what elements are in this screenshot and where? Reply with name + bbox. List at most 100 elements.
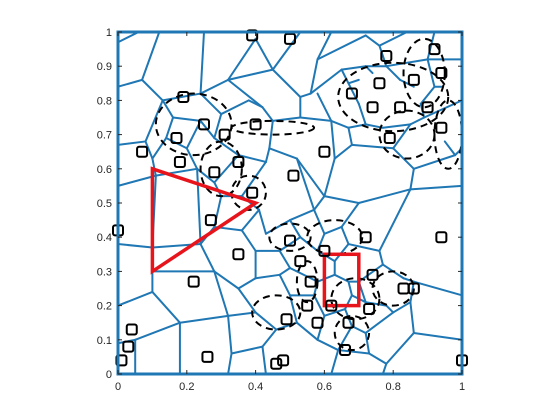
- voronoi-edge-171: [151, 290, 181, 324]
- red-triangle: [150, 166, 260, 275]
- square-point-33: [366, 268, 379, 281]
- voronoi-edge-164: [237, 287, 257, 314]
- voronoi-edge-156: [316, 338, 340, 352]
- square-point-16: [249, 118, 262, 131]
- dashed-curve-8: [268, 222, 312, 252]
- voronoi-edge-132: [323, 308, 347, 317]
- voronoi-edge-58: [330, 119, 336, 160]
- square-point-17: [318, 145, 331, 158]
- y-tick-label-10: 1: [106, 27, 112, 39]
- square-point-19: [435, 121, 448, 134]
- voronoi-edge-34: [419, 85, 436, 105]
- dashed-curve-2: [378, 109, 436, 160]
- x-tick-label-1: 0.2: [179, 381, 194, 393]
- voronoi-edge-94: [264, 219, 291, 235]
- dashed-curve-13: [333, 314, 371, 352]
- x-tick-label-2: 0.4: [248, 381, 263, 393]
- voronoi-edge-99: [313, 208, 326, 235]
- square-point-22: [208, 166, 221, 179]
- square-point-7: [345, 87, 358, 100]
- voronoi-edge-107: [378, 249, 384, 266]
- axes-box: [116, 30, 464, 376]
- voronoi-edge-36: [423, 99, 463, 119]
- voronoi-edge-54: [357, 188, 412, 204]
- square-point-42: [125, 323, 138, 336]
- voronoi-edge-114: [364, 301, 388, 307]
- y-tick-label-2: 0.2: [97, 301, 112, 313]
- square-point-14: [198, 118, 210, 131]
- voronoi-edge-149: [278, 236, 302, 252]
- voronoi-edge-41: [347, 82, 360, 105]
- voronoi-edge-124: [385, 331, 415, 365]
- square-point-46: [270, 357, 283, 370]
- y-tick-label-4: 0.4: [97, 232, 112, 244]
- dashed-curve-6: [199, 140, 243, 198]
- red-rectangle: [322, 252, 361, 308]
- square-point-35: [304, 275, 317, 288]
- voronoi-edge-80: [151, 137, 168, 160]
- square-point-3: [428, 43, 441, 56]
- voronoi-edge-100: [323, 225, 343, 235]
- voronoi-edge-24: [309, 68, 343, 95]
- dashed-curve-12: [251, 294, 302, 331]
- voronoi-edge-67: [295, 157, 326, 198]
- voronoi-edge-44: [316, 92, 333, 122]
- voronoi-edge-163: [254, 311, 278, 331]
- voronoi-edge-101: [340, 202, 360, 228]
- voronoi-edge-68: [295, 157, 316, 211]
- voronoi-edge-53: [409, 184, 463, 191]
- square-point-13: [170, 132, 183, 145]
- square-point-21: [232, 155, 245, 168]
- voronoi-edge-81: [144, 140, 154, 160]
- square-point-43: [115, 354, 128, 367]
- voronoi-edge-25: [340, 65, 367, 71]
- square-point-36: [397, 282, 410, 295]
- voronoi-edge-110: [412, 280, 463, 297]
- voronoi-edge-47: [392, 123, 412, 150]
- square-point-1: [284, 32, 296, 45]
- x-tick-label-0: 0: [115, 381, 121, 393]
- y-tick-label-1: 0.1: [97, 335, 112, 347]
- square-point-49: [342, 316, 355, 329]
- voronoi-edge-19: [378, 31, 408, 47]
- voronoi-edge-151: [278, 266, 291, 276]
- voronoi-edge-45: [347, 126, 353, 146]
- voronoi-edge-86: [185, 147, 199, 170]
- voronoi-edge-15: [309, 58, 319, 95]
- square-point-8: [394, 101, 407, 114]
- voronoi-edge-70: [264, 147, 271, 163]
- y-tick-label-7: 0.7: [97, 130, 112, 142]
- voronoi-edge-83: [117, 174, 157, 187]
- voronoi-edge-169: [227, 352, 233, 375]
- y-tick-label-6: 0.6: [97, 164, 112, 176]
- x-tick-label-3: 0.6: [317, 381, 332, 393]
- y-tick-label-9: 0.9: [97, 61, 112, 73]
- voronoi-edge-116: [347, 280, 353, 297]
- voronoi-edge-63: [247, 99, 264, 109]
- square-point-20: [173, 155, 186, 168]
- voronoi-edge-152: [289, 266, 319, 283]
- square-point-9: [421, 101, 434, 114]
- voronoi-edge-91: [240, 160, 267, 198]
- square-point-15: [218, 128, 231, 141]
- voronoi-edge-51: [443, 140, 457, 157]
- square-point-39: [325, 299, 338, 312]
- voronoi-edge-82: [151, 157, 157, 177]
- voronoi-edge-59: [299, 116, 333, 122]
- voronoi-edge-57: [333, 143, 353, 160]
- square-point-31: [318, 244, 331, 257]
- square-point-34: [187, 275, 200, 288]
- highlight-shapes: [150, 166, 361, 308]
- voronoi-edge-27: [340, 68, 350, 85]
- voronoi-edge-17: [316, 34, 367, 61]
- square-point-40: [280, 313, 293, 326]
- voronoi-edge-139: [237, 277, 257, 290]
- square-point-5: [407, 73, 420, 86]
- voronoi-edge-11: [227, 37, 257, 81]
- voronoi-edge-133: [313, 294, 326, 317]
- square-point-48: [339, 344, 352, 357]
- voronoi-edge-141: [199, 243, 216, 273]
- square-point-29: [435, 231, 448, 244]
- voronoi-edge-48: [392, 147, 415, 170]
